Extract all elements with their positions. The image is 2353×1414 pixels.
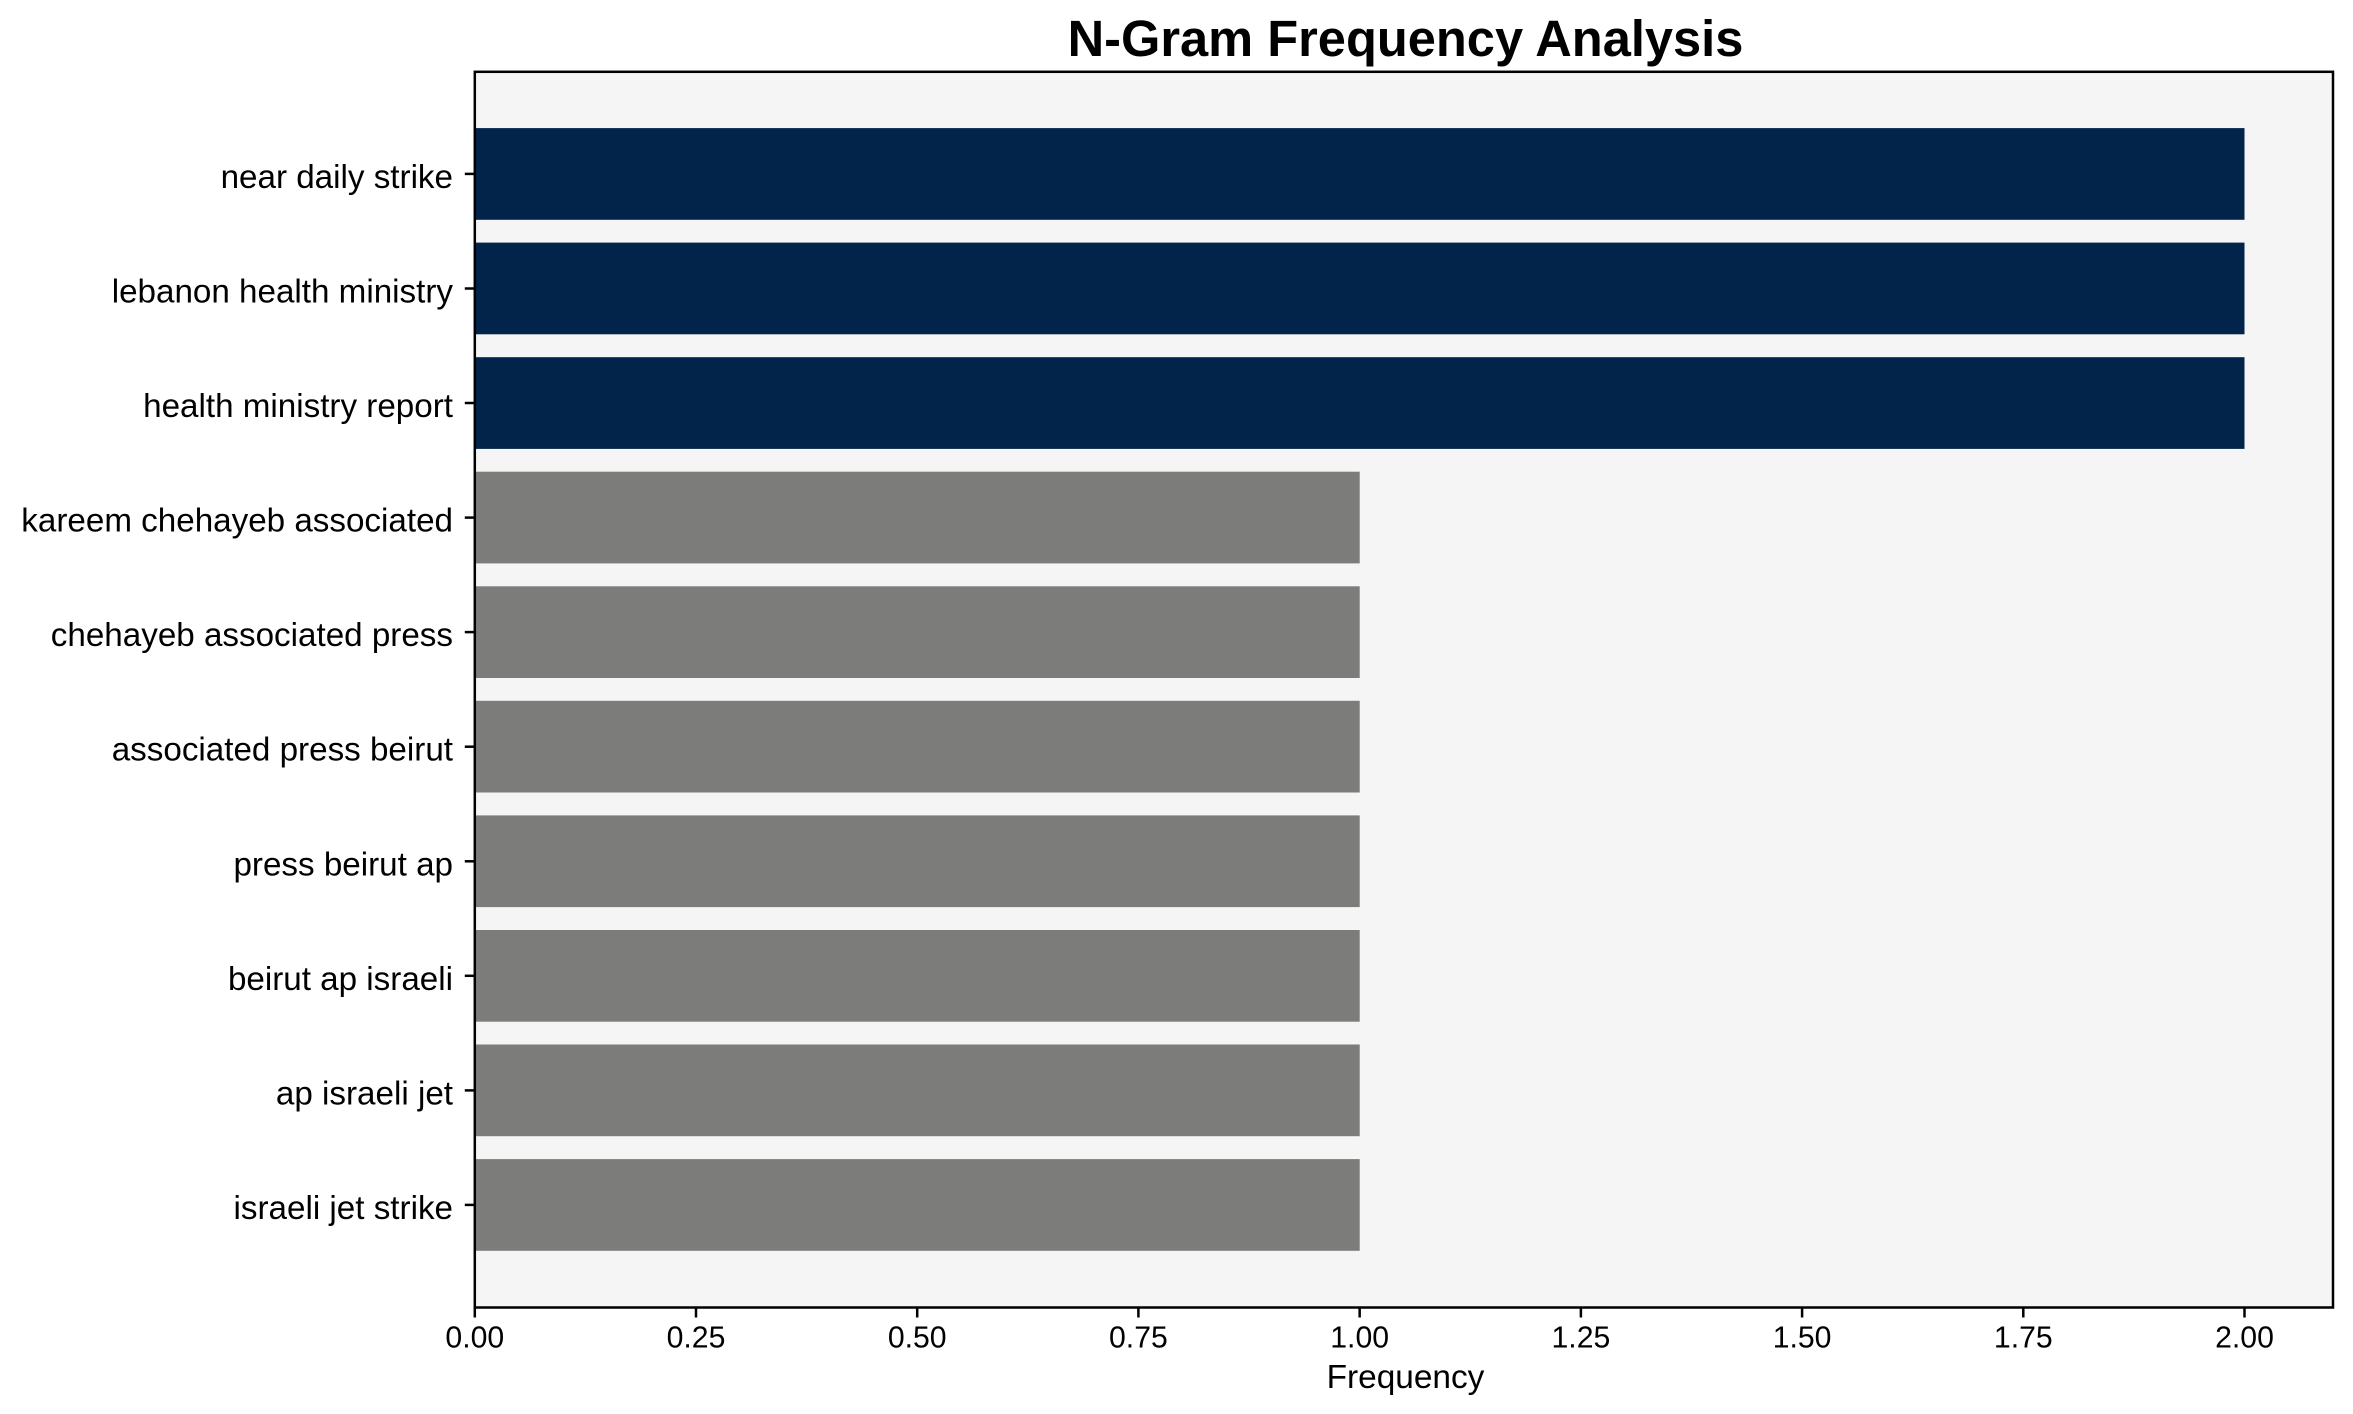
svg-text:1.50: 1.50	[1773, 1321, 1832, 1354]
svg-text:press beirut ap: press beirut ap	[233, 846, 453, 883]
svg-text:1.00: 1.00	[1330, 1321, 1389, 1354]
svg-text:chehayeb associated press: chehayeb associated press	[51, 617, 453, 654]
svg-text:health ministry report: health ministry report	[143, 388, 453, 425]
svg-text:beirut ap israeli: beirut ap israeli	[228, 961, 453, 998]
svg-text:near daily strike: near daily strike	[221, 159, 453, 196]
svg-text:lebanon health ministry: lebanon health ministry	[112, 274, 454, 311]
svg-text:0.25: 0.25	[667, 1321, 726, 1354]
svg-text:0.50: 0.50	[888, 1321, 947, 1354]
svg-text:Frequency: Frequency	[1327, 1359, 1485, 1396]
svg-text:israeli jet strike: israeli jet strike	[234, 1190, 453, 1227]
svg-text:1.25: 1.25	[1552, 1321, 1611, 1354]
svg-text:kareem chehayeb associated: kareem chehayeb associated	[21, 503, 453, 540]
svg-text:associated press beirut: associated press beirut	[112, 732, 453, 769]
svg-text:0.75: 0.75	[1109, 1321, 1168, 1354]
svg-text:ap israeli jet: ap israeli jet	[276, 1075, 453, 1112]
svg-text:0.00: 0.00	[445, 1321, 504, 1354]
svg-text:2.00: 2.00	[2215, 1321, 2274, 1354]
svg-text:N-Gram Frequency Analysis: N-Gram Frequency Analysis	[1068, 10, 1744, 67]
svg-text:1.75: 1.75	[1994, 1321, 2053, 1354]
